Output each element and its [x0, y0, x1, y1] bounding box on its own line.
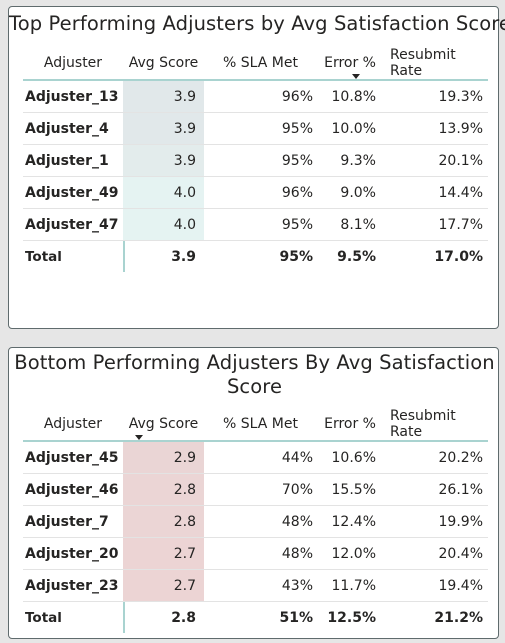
sla-met-cell: 95% — [281, 120, 313, 137]
table-row[interactable]: Adjuster_47 4.0 95% 8.1% 17.7% — [23, 209, 488, 241]
avg-score-cell: 2.7 — [123, 538, 204, 569]
error-cell: 10.0% — [331, 120, 376, 137]
adjuster-cell: Adjuster_13 — [25, 88, 119, 105]
sla-met-cell: 43% — [281, 577, 313, 594]
adjuster-cell: Adjuster_49 — [25, 184, 119, 201]
column-header-error-label: Error % — [324, 55, 376, 71]
total-row: Total 3.9 95% 9.5% 17.0% — [23, 241, 488, 272]
resubmit-rate-cell: 26.1% — [438, 481, 483, 498]
resubmit-rate-cell: 19.9% — [438, 513, 483, 530]
total-error: 9.5% — [337, 248, 376, 265]
table-row[interactable]: Adjuster_23 2.7 43% 11.7% 19.4% — [23, 570, 488, 602]
resubmit-rate-cell: 20.4% — [438, 545, 483, 562]
resubmit-rate-cell: 20.1% — [438, 152, 483, 169]
column-header-error[interactable]: Error % — [324, 416, 376, 432]
avg-score-cell: 4.0 — [123, 209, 204, 240]
table-row[interactable]: Adjuster_46 2.8 70% 15.5% 26.1% — [23, 474, 488, 506]
avg-score-cell: 4.0 — [123, 177, 204, 208]
total-resubmit-rate: 17.0% — [434, 248, 483, 265]
sla-met-cell: 96% — [281, 88, 313, 105]
table-row[interactable]: Adjuster_4 3.9 95% 10.0% 13.9% — [23, 113, 488, 145]
error-cell: 11.7% — [331, 577, 376, 594]
total-row: Total 2.8 51% 12.5% 21.2% — [23, 602, 488, 633]
sla-met-cell: 70% — [281, 481, 313, 498]
adjuster-cell: Adjuster_4 — [25, 120, 109, 137]
table-row[interactable]: Adjuster_49 4.0 96% 9.0% 14.4% — [23, 177, 488, 209]
column-header-adjuster[interactable]: Adjuster — [43, 416, 103, 432]
sla-met-cell: 44% — [281, 449, 313, 466]
sla-met-cell: 95% — [281, 216, 313, 233]
column-header-sla-met[interactable]: % SLA Met — [223, 416, 298, 432]
table-row[interactable]: Adjuster_45 2.9 44% 10.6% 20.2% — [23, 442, 488, 474]
total-avg-score: 2.8 — [171, 609, 196, 626]
error-cell: 10.8% — [331, 88, 376, 105]
total-avg-score: 3.9 — [171, 248, 196, 265]
table-header-row: Adjuster Avg Score % SLA Met Error % Res… — [23, 47, 488, 81]
adjuster-cell: Adjuster_46 — [25, 481, 119, 498]
resubmit-rate-cell: 19.4% — [438, 577, 483, 594]
top-adjusters-table: Adjuster Avg Score % SLA Met Error % Res… — [23, 47, 488, 272]
avg-score-cell: 3.9 — [123, 81, 204, 112]
error-cell: 8.1% — [340, 216, 376, 233]
table-row[interactable]: Adjuster_7 2.8 48% 12.4% 19.9% — [23, 506, 488, 538]
bottom-adjusters-table: Adjuster Avg Score % SLA Met Error % Res… — [23, 408, 488, 633]
column-header-sla-met[interactable]: % SLA Met — [223, 55, 298, 71]
bottom-card-title: Bottom Performing Adjusters By Avg Satis… — [14, 351, 495, 398]
top-card-title: Top Performing Adjusters by Avg Satisfac… — [9, 12, 505, 35]
table-row[interactable]: Adjuster_13 3.9 96% 10.8% 19.3% — [23, 81, 488, 113]
avg-score-cell: 3.9 — [123, 113, 204, 144]
total-resubmit-rate: 21.2% — [434, 609, 483, 626]
avg-score-cell: 2.8 — [123, 506, 204, 537]
error-cell: 12.4% — [331, 513, 376, 530]
total-sla-met: 95% — [279, 248, 313, 265]
resubmit-rate-cell: 14.4% — [438, 184, 483, 201]
table-row[interactable]: Adjuster_20 2.7 48% 12.0% 20.4% — [23, 538, 488, 570]
error-cell: 9.3% — [340, 152, 376, 169]
total-error: 12.5% — [327, 609, 376, 626]
error-cell: 10.6% — [331, 449, 376, 466]
sort-ascending-icon — [135, 435, 143, 440]
column-header-error[interactable]: Error % — [313, 47, 376, 79]
column-header-resubmit-rate[interactable]: Resubmit Rate — [390, 47, 456, 79]
sla-met-cell: 48% — [281, 545, 313, 562]
column-divider — [123, 241, 125, 272]
resubmit-rate-cell: 13.9% — [438, 120, 483, 137]
adjuster-cell: Adjuster_7 — [25, 513, 109, 530]
column-header-avg-score-label: Avg Score — [128, 416, 199, 432]
sla-met-cell: 96% — [281, 184, 313, 201]
adjuster-cell: Adjuster_20 — [25, 545, 119, 562]
adjuster-cell: Adjuster_23 — [25, 577, 119, 594]
column-header-resubmit-rate[interactable]: Resubmit Rate — [390, 408, 456, 440]
resubmit-rate-cell: 19.3% — [438, 88, 483, 105]
bottom-adjusters-card: Bottom Performing Adjusters By Avg Satis… — [8, 347, 499, 639]
error-cell: 12.0% — [331, 545, 376, 562]
adjuster-cell: Adjuster_47 — [25, 216, 119, 233]
top-adjusters-card: Top Performing Adjusters by Avg Satisfac… — [8, 6, 505, 329]
column-divider — [123, 602, 125, 633]
total-label: Total — [25, 248, 62, 265]
table-header-row: Adjuster Avg Score % SLA Met Error % Res… — [23, 408, 488, 442]
avg-score-cell: 2.9 — [123, 442, 204, 473]
avg-score-cell: 3.9 — [123, 145, 204, 176]
resubmit-rate-cell: 20.2% — [438, 449, 483, 466]
adjuster-cell: Adjuster_45 — [25, 449, 119, 466]
error-cell: 15.5% — [331, 481, 376, 498]
adjuster-cell: Adjuster_1 — [25, 152, 109, 169]
resubmit-rate-cell: 17.7% — [438, 216, 483, 233]
sort-descending-icon — [352, 74, 360, 79]
table-row[interactable]: Adjuster_1 3.9 95% 9.3% 20.1% — [23, 145, 488, 177]
column-header-adjuster[interactable]: Adjuster — [43, 55, 103, 71]
sla-met-cell: 48% — [281, 513, 313, 530]
column-header-avg-score[interactable]: Avg Score — [123, 408, 204, 440]
total-label: Total — [25, 609, 62, 626]
total-sla-met: 51% — [279, 609, 313, 626]
sla-met-cell: 95% — [281, 152, 313, 169]
avg-score-cell: 2.7 — [123, 570, 204, 601]
error-cell: 9.0% — [340, 184, 376, 201]
avg-score-cell: 2.8 — [123, 474, 204, 505]
column-header-avg-score[interactable]: Avg Score — [128, 55, 199, 71]
